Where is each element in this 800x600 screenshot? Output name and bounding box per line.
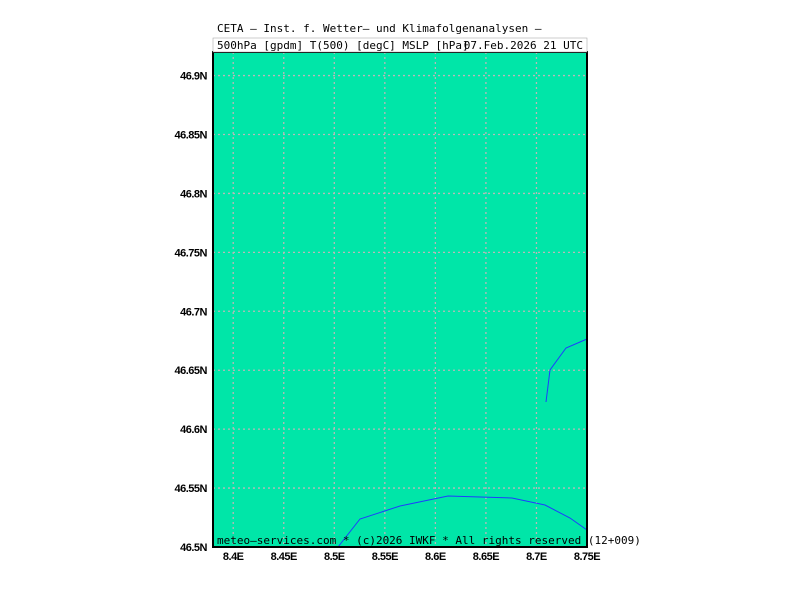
y-tick-label: 46.7N xyxy=(180,306,207,318)
x-tick-label: 8.4E xyxy=(223,551,244,563)
x-tick-label: 8.65E xyxy=(473,551,499,563)
y-tick-label: 46.75N xyxy=(175,247,208,259)
y-tick-label: 46.85N xyxy=(175,130,208,142)
x-tick-label: 8.5E xyxy=(324,551,345,563)
coastline xyxy=(337,495,588,548)
y-tick-label: 46.9N xyxy=(180,71,207,83)
x-tick-label: 8.7E xyxy=(526,551,547,563)
coastline xyxy=(545,338,588,403)
x-tick-label: 8.6E xyxy=(425,551,446,563)
y-tick-label: 46.55N xyxy=(175,483,208,495)
y-tick-label: 46.6N xyxy=(180,424,207,436)
header-box xyxy=(212,37,588,53)
header-line: CETA — Inst. f. Wetter— und Klimafolgena… xyxy=(217,22,542,35)
map-area xyxy=(213,52,587,547)
footer: meteo—services.com * (c)2026 IWKF * All … xyxy=(217,534,641,547)
header-line: 500hPa [gpdm] T(500) [degC] MSLP [hPa] xyxy=(217,39,469,52)
y-tick-label: 46.5N xyxy=(180,542,207,554)
header-date: 07.Feb.2026 21 UTC xyxy=(464,39,583,52)
y-tick-label: 46.8N xyxy=(180,188,207,200)
x-tick-label: 8.55E xyxy=(372,551,398,563)
x-tick-label: 8.45E xyxy=(271,551,297,563)
x-tick-label: 8.75E xyxy=(574,551,600,563)
y-tick-label: 46.65N xyxy=(175,365,208,377)
